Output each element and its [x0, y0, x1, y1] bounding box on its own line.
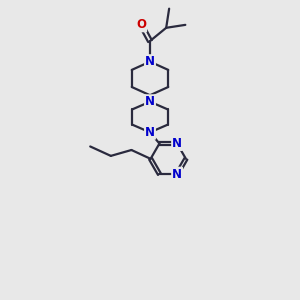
Text: N: N	[145, 126, 155, 139]
Text: O: O	[136, 18, 146, 32]
Text: N: N	[145, 95, 155, 108]
Text: N: N	[145, 55, 155, 68]
Text: N: N	[172, 168, 182, 181]
Text: N: N	[172, 137, 182, 150]
